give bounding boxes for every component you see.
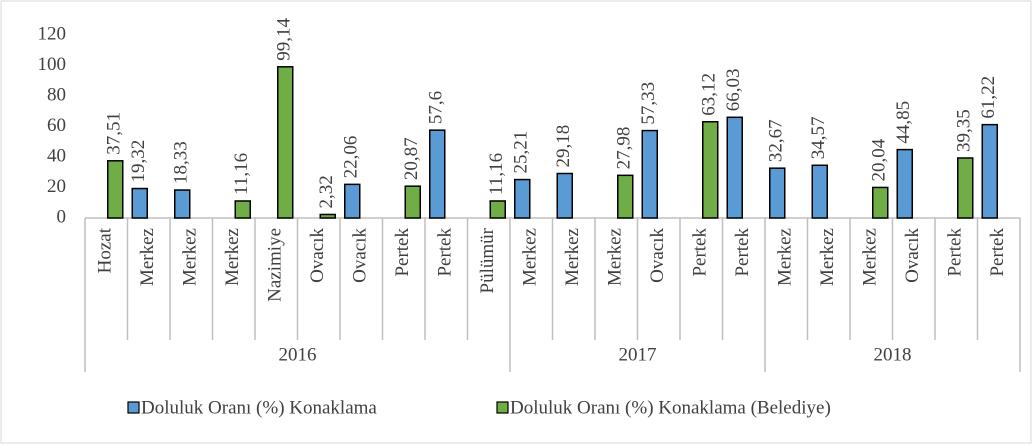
x-tick-label: Pertek <box>945 228 966 277</box>
value-label: 39,35 <box>954 109 975 152</box>
value-label: 25,21 <box>511 131 532 174</box>
value-label: 27,98 <box>614 127 635 170</box>
bar <box>702 120 719 219</box>
value-label: 44,85 <box>893 101 914 144</box>
value-label: 32,67 <box>766 119 787 162</box>
bar <box>872 186 889 219</box>
y-tick-label: 0 <box>57 206 67 227</box>
value-label: 20,87 <box>401 137 422 180</box>
x-tick-label: Merkez <box>520 228 541 286</box>
bar <box>107 160 124 219</box>
bar <box>556 172 573 219</box>
value-label: 61,22 <box>978 76 999 119</box>
value-label: 66,03 <box>723 69 744 112</box>
value-label: 57,6 <box>426 91 447 124</box>
x-tick-label: Pertek <box>732 228 753 277</box>
value-label: 11,16 <box>486 153 507 195</box>
value-label: 29,18 <box>553 125 574 168</box>
group-label: 2017 <box>619 344 657 365</box>
y-tick-label: 60 <box>47 115 66 136</box>
y-tick-label: 20 <box>47 176 66 197</box>
bar <box>726 116 743 219</box>
x-tick-label: Ovacık <box>350 228 371 283</box>
bar <box>429 129 446 219</box>
bar <box>277 66 294 219</box>
value-label: 99,14 <box>274 18 295 61</box>
y-tick-label: 40 <box>47 145 66 166</box>
bar <box>896 148 913 219</box>
x-tick-label: Merkez <box>222 228 243 286</box>
bar <box>981 123 998 219</box>
bar <box>404 185 421 219</box>
bar <box>641 129 658 219</box>
group-label: 2018 <box>874 344 912 365</box>
value-label: 11,16 <box>231 153 252 195</box>
y-tick-label: 100 <box>38 54 67 75</box>
value-label: 34,57 <box>808 117 829 160</box>
bar <box>811 164 828 219</box>
value-label: 19,32 <box>128 140 149 183</box>
bar <box>489 200 506 219</box>
x-tick-label: Pülümür <box>477 227 498 293</box>
bar <box>131 187 148 219</box>
x-tick-label: Merkez <box>180 228 201 286</box>
bar <box>234 200 251 219</box>
x-tick-label: Merkez <box>860 228 881 286</box>
x-tick-label: Pertek <box>392 228 413 277</box>
value-label: 22,06 <box>341 136 362 179</box>
value-label: 63,12 <box>699 73 720 116</box>
x-tick-label: Merkez <box>137 228 158 286</box>
x-tick-label: Merkez <box>605 228 626 286</box>
y-tick-label: 120 <box>38 23 67 44</box>
x-tick-label: Nazimiye <box>265 228 286 302</box>
x-tick-label: Merkez <box>817 228 838 286</box>
x-tick-label: Merkez <box>562 228 583 286</box>
legend-swatch <box>127 401 140 414</box>
value-label: 18,33 <box>171 141 192 184</box>
x-tick-label: Hozat <box>95 227 116 273</box>
x-tick-label: Merkez <box>775 228 796 286</box>
y-tick-label: 80 <box>47 84 66 105</box>
group-label: 2016 <box>279 344 317 365</box>
legend-label: Doluluk Oranı (%) Konaklama (Belediye) <box>510 397 831 418</box>
x-tick-label: Pertek <box>987 228 1008 277</box>
legend-label: Doluluk Oranı (%) Konaklama <box>141 397 377 418</box>
legend-swatch <box>496 401 509 414</box>
bar <box>514 178 531 219</box>
bar <box>174 189 191 219</box>
bar <box>319 213 336 219</box>
bar <box>344 183 361 219</box>
x-tick-label: Pertek <box>435 228 456 277</box>
value-label: 57,33 <box>638 82 659 125</box>
bar <box>957 157 974 219</box>
value-label: 37,51 <box>104 112 125 155</box>
x-tick-label: Ovacık <box>902 228 923 283</box>
value-label: 2,32 <box>316 175 337 208</box>
x-tick-label: Ovacık <box>647 228 668 283</box>
x-tick-label: Pertek <box>690 228 711 277</box>
bar <box>769 167 786 219</box>
value-label: 20,04 <box>869 138 890 181</box>
bar <box>617 174 634 219</box>
x-tick-label: Ovacık <box>307 228 328 283</box>
